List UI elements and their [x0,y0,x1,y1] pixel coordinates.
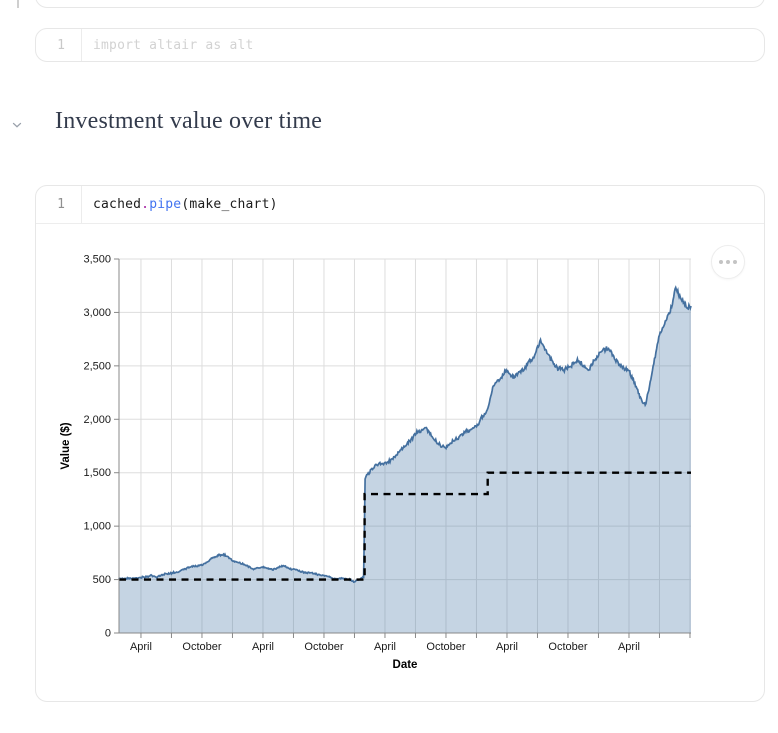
chart-gridlines [119,258,691,633]
previous-cell-edge [35,0,765,8]
ellipsis-icon [719,260,737,264]
svg-text:April: April [496,641,518,653]
code-row[interactable]: 1 import altair as alt [36,29,764,61]
value-line [118,285,692,584]
svg-text:3,500: 3,500 [83,254,111,266]
line-number: 1 [57,37,65,53]
code-cell-import[interactable]: 1 import altair as alt [35,28,765,62]
svg-text:October: October [426,641,465,653]
svg-text:October: October [548,641,587,653]
investment-chart: 0 500 1,000 1,500 2,000 2,500 3,000 3,500 April O… [60,254,692,671]
value-area [118,287,692,633]
code-editor-chart[interactable]: cached.pipe(make_chart) [93,197,278,212]
svg-text:Date: Date [393,659,418,671]
code-row[interactable]: 1 cached.pipe(make_chart) [36,186,764,223]
svg-text:April: April [374,641,396,653]
svg-text:2,500: 2,500 [83,360,111,372]
svg-text:April: April [618,641,640,653]
svg-text:3,000: 3,000 [83,307,111,319]
gutter-divider [81,186,82,223]
line-number: 1 [57,197,65,212]
chevron-down-icon [12,122,22,128]
svg-text:2,000: 2,000 [83,414,111,426]
chart-axes: 0 500 1,000 1,500 2,000 2,500 3,000 3,500 April O… [60,254,691,671]
cell-output: 0 500 1,000 1,500 2,000 2,500 3,000 3,500 April O… [36,224,764,702]
output-options-button[interactable] [711,245,745,279]
cell-output-divider [36,223,764,224]
invested-step-line [119,471,691,581]
svg-text:1,000: 1,000 [83,521,111,533]
svg-text:0: 0 [105,628,111,640]
svg-text:April: April [130,641,152,653]
code-editor-import[interactable]: import altair as alt [93,37,254,53]
collapse-section-button[interactable] [7,115,27,135]
svg-text:500: 500 [93,574,111,586]
cell-gutter-marker [17,0,19,8]
svg-text:April: April [252,641,274,653]
svg-text:Value ($): Value ($) [60,422,72,469]
gutter-divider [81,29,82,61]
svg-text:1,500: 1,500 [83,467,111,479]
code-cell-chart[interactable]: 1 cached.pipe(make_chart) 0 500 1,000 1,500… [35,185,765,702]
svg-text:October: October [182,641,221,653]
markdown-heading: Investment value over time [55,108,323,134]
svg-text:October: October [304,641,343,653]
